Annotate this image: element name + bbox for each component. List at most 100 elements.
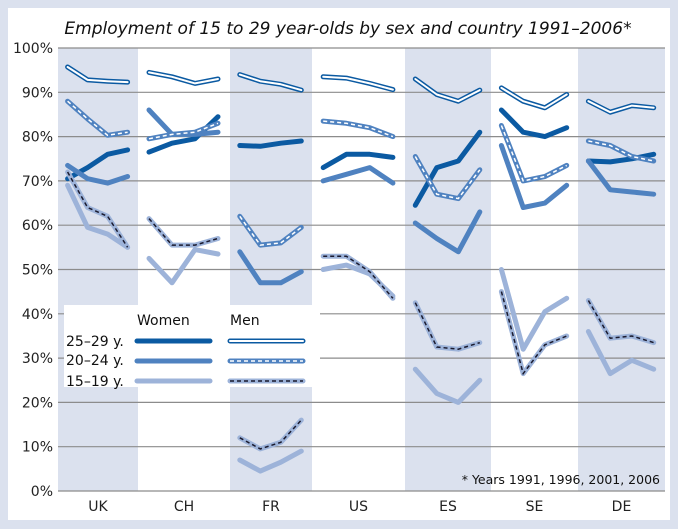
line-de-men-2529 bbox=[585, 98, 657, 115]
series-line bbox=[412, 366, 483, 405]
series-line-dash bbox=[500, 125, 568, 182]
series-line bbox=[65, 182, 131, 250]
line-es-women-2529 bbox=[412, 129, 483, 208]
line-es-men-2529 bbox=[412, 76, 483, 104]
line-se-men-2024 bbox=[498, 123, 570, 184]
y-tick-label: 20% bbox=[22, 395, 53, 411]
series-line-inner bbox=[148, 71, 219, 85]
series-line-inner bbox=[587, 100, 655, 114]
legend-swatches bbox=[134, 338, 306, 384]
line-ch-men-2024 bbox=[146, 120, 221, 142]
series-line bbox=[146, 107, 221, 137]
line-ch-men-1519 bbox=[146, 216, 221, 248]
line-us-men-1519 bbox=[320, 253, 396, 301]
x-category-label: ES bbox=[439, 499, 457, 515]
x-category-label: US bbox=[349, 499, 368, 515]
series-line bbox=[585, 158, 657, 197]
series-line bbox=[237, 249, 304, 286]
y-axis-ticks: 0% 10% 20% 30% 40% 50% 60% 70% 80% 90% 100% bbox=[13, 41, 53, 500]
line-es-women-1519 bbox=[412, 366, 483, 405]
series-line bbox=[320, 151, 396, 171]
series-line-dash bbox=[239, 419, 302, 450]
series-line-dash bbox=[148, 218, 219, 246]
line-se-men-1519 bbox=[498, 289, 570, 377]
legend-header-men: Men bbox=[230, 313, 260, 329]
line-de-women-1519 bbox=[585, 329, 657, 377]
series-line-dash bbox=[239, 215, 302, 246]
line-fr-women-1519 bbox=[237, 448, 304, 474]
y-tick-label: 80% bbox=[22, 130, 53, 146]
line-uk-men-1519 bbox=[65, 169, 131, 250]
series-line bbox=[412, 209, 483, 255]
line-se-women-2024 bbox=[498, 143, 570, 210]
series-line-dash bbox=[588, 140, 654, 162]
series-line bbox=[65, 162, 131, 186]
line-fr-men-2024 bbox=[237, 213, 304, 248]
line-uk-men-2024 bbox=[65, 98, 131, 138]
series-line-dash bbox=[148, 122, 219, 140]
y-tick-label: 30% bbox=[22, 351, 53, 367]
x-axis-categories: UK CH FR US ES SE DE bbox=[88, 499, 631, 515]
line-uk-women-2024 bbox=[65, 162, 131, 186]
line-us-men-2529 bbox=[320, 74, 396, 93]
line-uk-men-2529 bbox=[65, 64, 131, 85]
series-line-dash bbox=[323, 255, 394, 299]
legend-row-20-24: 20–24 y. bbox=[66, 353, 124, 369]
line-se-men-2529 bbox=[498, 85, 570, 111]
legend: Women Men 25–29 y. 20–24 y. 15–19 y. bbox=[64, 305, 320, 390]
chart-title: Employment of 15 to 29 year-olds by sex … bbox=[64, 19, 631, 39]
series-line bbox=[412, 129, 483, 208]
series-line bbox=[320, 165, 396, 186]
legend-row-25-29: 25–29 y. bbox=[66, 334, 124, 350]
line-ch-men-2529 bbox=[146, 69, 221, 86]
series-line-dash bbox=[414, 302, 481, 350]
series-line-dash bbox=[66, 171, 129, 248]
y-tick-label: 0% bbox=[31, 484, 53, 500]
series-line-dash bbox=[323, 120, 394, 138]
series-line-inner bbox=[238, 73, 303, 92]
line-uk-women-1519 bbox=[65, 182, 131, 250]
line-es-men-1519 bbox=[412, 300, 483, 352]
y-tick-label: 10% bbox=[22, 440, 53, 456]
series-line bbox=[237, 448, 304, 474]
line-us-women-2529 bbox=[320, 151, 396, 171]
line-us-women-2024 bbox=[320, 165, 396, 186]
line-us-men-2024 bbox=[320, 118, 396, 140]
line-se-women-2529 bbox=[498, 107, 570, 140]
footnote: * Years 1991, 1996, 2001, 2006 bbox=[462, 472, 660, 487]
line-ch-women-1519 bbox=[146, 247, 221, 286]
y-tick-label: 50% bbox=[22, 263, 53, 279]
y-tick-label: 100% bbox=[13, 41, 53, 57]
x-category-label: DE bbox=[612, 499, 632, 515]
line-fr-men-2529 bbox=[237, 72, 304, 93]
data-lines bbox=[65, 64, 657, 474]
series-line-outer bbox=[320, 253, 396, 301]
line-se-women-1519 bbox=[498, 267, 570, 352]
legend-row-15-19: 15–19 y. bbox=[66, 374, 124, 390]
legend-header-women: Women bbox=[137, 313, 190, 329]
line-es-men-2024 bbox=[412, 154, 483, 202]
y-tick-label: 60% bbox=[22, 218, 53, 234]
series-line-inner bbox=[322, 75, 394, 91]
series-line bbox=[585, 329, 657, 377]
series-line-inner bbox=[414, 78, 481, 103]
x-category-label: CH bbox=[174, 499, 194, 515]
line-fr-women-2529 bbox=[237, 138, 304, 149]
x-category-label: FR bbox=[262, 499, 280, 515]
y-tick-label: 90% bbox=[22, 85, 53, 101]
series-line-dash bbox=[500, 291, 567, 376]
line-de-women-2024 bbox=[585, 158, 657, 197]
x-category-label: UK bbox=[88, 499, 108, 515]
line-de-men-1519 bbox=[585, 298, 657, 346]
series-line-dash bbox=[587, 300, 654, 344]
y-tick-label: 40% bbox=[22, 307, 53, 323]
series-line bbox=[498, 267, 570, 352]
x-category-label: SE bbox=[526, 499, 544, 515]
line-fr-women-2024 bbox=[237, 249, 304, 286]
series-line bbox=[237, 138, 304, 149]
series-line bbox=[498, 143, 570, 210]
line-fr-men-1519 bbox=[237, 417, 304, 452]
series-line-outer bbox=[65, 98, 131, 138]
line-de-men-2024 bbox=[585, 138, 657, 164]
